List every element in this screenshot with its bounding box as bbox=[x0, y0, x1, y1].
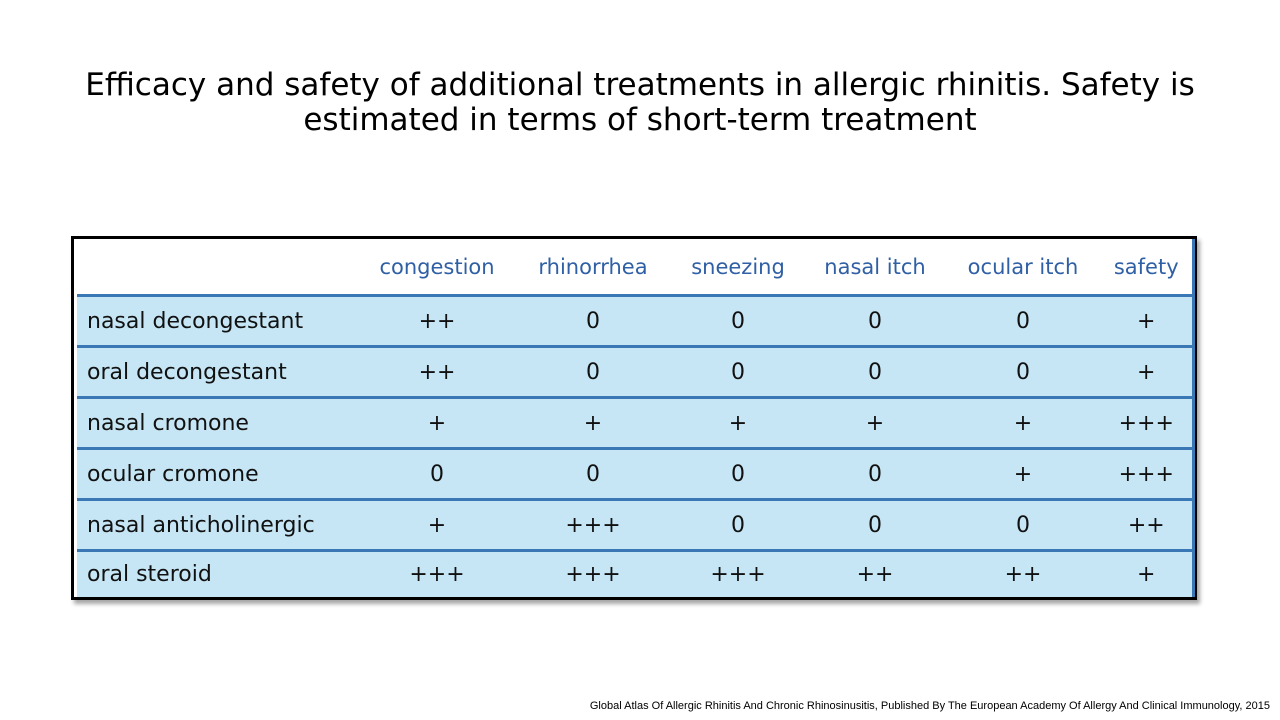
table-cell: +++ bbox=[671, 550, 805, 597]
row-label: nasal decongestant bbox=[77, 295, 359, 348]
column-header-congestion: congestion bbox=[359, 239, 515, 297]
table-cell: 0 bbox=[945, 295, 1101, 348]
row-label: ocular cromone bbox=[77, 448, 359, 501]
row-label: nasal cromone bbox=[77, 397, 359, 450]
table-cell: + bbox=[945, 397, 1101, 450]
table-cell: +++ bbox=[515, 550, 671, 597]
table-row: oral steroid +++ +++ +++ ++ ++ + bbox=[77, 550, 1195, 597]
slide-title: Efficacy and safety of additional treatm… bbox=[60, 68, 1220, 138]
slide-title-line-2: estimated in terms of short-term treatme… bbox=[303, 102, 977, 138]
table-cell: + bbox=[359, 397, 515, 450]
table-cell: 0 bbox=[945, 499, 1101, 552]
column-header-ocular-itch: ocular itch bbox=[945, 239, 1101, 297]
table-cell: + bbox=[1101, 295, 1195, 348]
column-header-sneezing: sneezing bbox=[671, 239, 805, 297]
row-label: oral steroid bbox=[77, 550, 359, 597]
table-cell: 0 bbox=[805, 448, 945, 501]
table-cell: + bbox=[945, 448, 1101, 501]
table-cell: 0 bbox=[515, 346, 671, 399]
table-cell: 0 bbox=[805, 499, 945, 552]
table-cell: 0 bbox=[671, 448, 805, 501]
column-header-rhinorrhea: rhinorrhea bbox=[515, 239, 671, 297]
table-cell: 0 bbox=[671, 499, 805, 552]
treatment-table-frame: congestion rhinorrhea sneezing nasal itc… bbox=[71, 236, 1197, 600]
slide-title-line-1: Efficacy and safety of additional treatm… bbox=[85, 67, 1195, 103]
table-header-row: congestion rhinorrhea sneezing nasal itc… bbox=[77, 239, 1195, 297]
table-cell: 0 bbox=[671, 295, 805, 348]
treatment-efficacy-table: congestion rhinorrhea sneezing nasal itc… bbox=[77, 239, 1195, 597]
table-row: nasal cromone + + + + + +++ bbox=[77, 397, 1195, 450]
table-cell: + bbox=[359, 499, 515, 552]
column-header-blank bbox=[77, 239, 359, 297]
source-citation: Global Atlas Of Allergic Rhinitis And Ch… bbox=[589, 700, 1270, 712]
table-cell: ++ bbox=[359, 346, 515, 399]
table-cell: 0 bbox=[671, 346, 805, 399]
table-cell: + bbox=[671, 397, 805, 450]
row-label: oral decongestant bbox=[77, 346, 359, 399]
table-cell: ++ bbox=[1101, 499, 1195, 552]
table-cell: 0 bbox=[515, 295, 671, 348]
table-cell: 0 bbox=[945, 346, 1101, 399]
table-cell: + bbox=[1101, 550, 1195, 597]
table-cell: ++ bbox=[945, 550, 1101, 597]
table-cell: + bbox=[515, 397, 671, 450]
table-row: nasal decongestant ++ 0 0 0 0 + bbox=[77, 295, 1195, 348]
column-header-safety: safety bbox=[1101, 239, 1195, 297]
table-cell: 0 bbox=[515, 448, 671, 501]
table-row: nasal anticholinergic + +++ 0 0 0 ++ bbox=[77, 499, 1195, 552]
table-cell: 0 bbox=[359, 448, 515, 501]
table-cell: +++ bbox=[1101, 448, 1195, 501]
table-row: ocular cromone 0 0 0 0 + +++ bbox=[77, 448, 1195, 501]
row-label: nasal anticholinergic bbox=[77, 499, 359, 552]
table-cell: +++ bbox=[1101, 397, 1195, 450]
table-cell: 0 bbox=[805, 346, 945, 399]
table-cell: +++ bbox=[359, 550, 515, 597]
table-cell: + bbox=[1101, 346, 1195, 399]
table-cell: 0 bbox=[805, 295, 945, 348]
table-cell: +++ bbox=[515, 499, 671, 552]
column-header-nasal-itch: nasal itch bbox=[805, 239, 945, 297]
table-row: oral decongestant ++ 0 0 0 0 + bbox=[77, 346, 1195, 399]
table-cell: ++ bbox=[805, 550, 945, 597]
table-cell: + bbox=[805, 397, 945, 450]
table-cell: ++ bbox=[359, 295, 515, 348]
